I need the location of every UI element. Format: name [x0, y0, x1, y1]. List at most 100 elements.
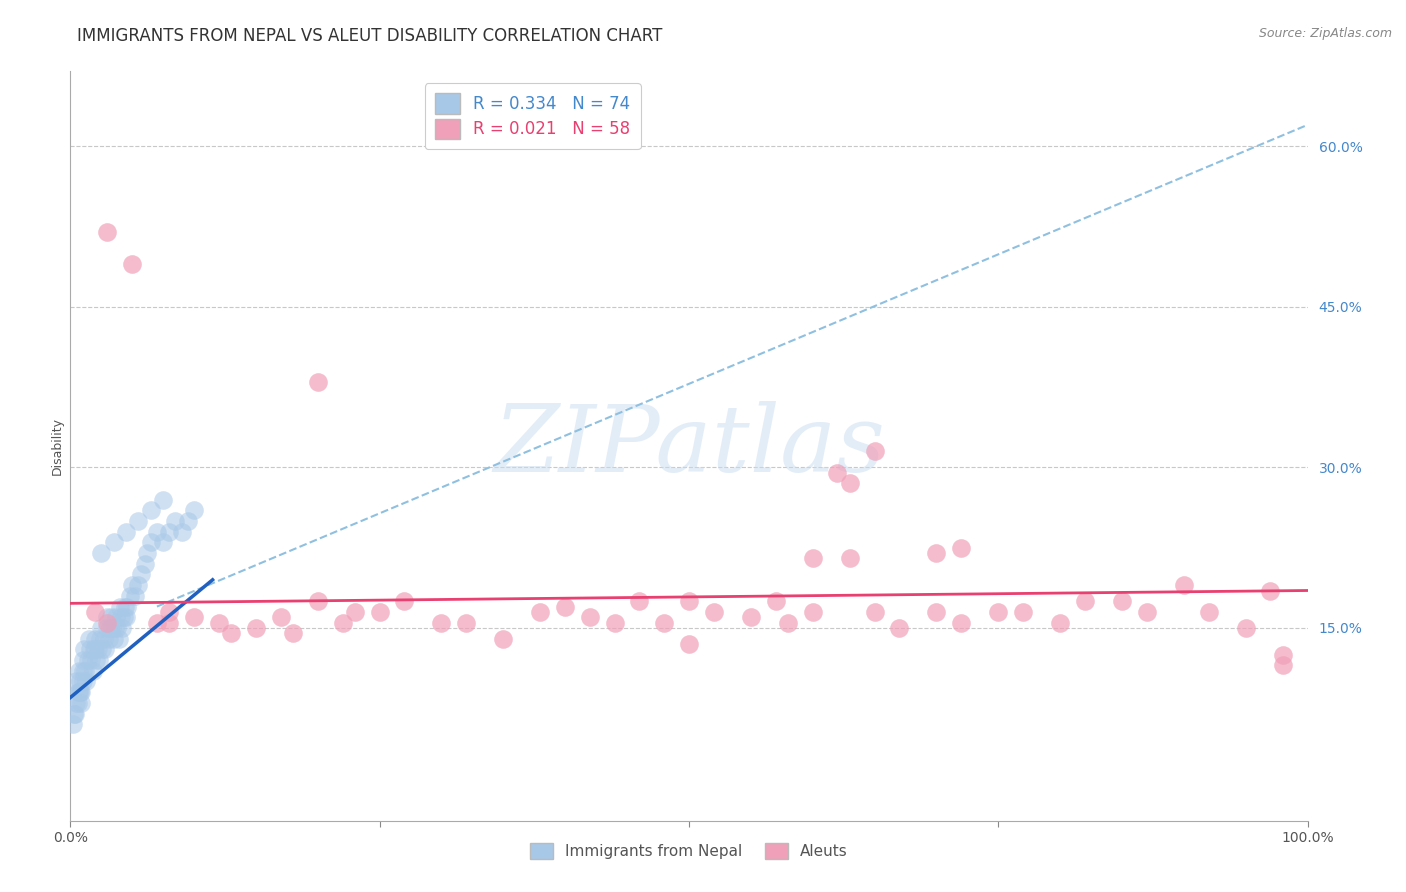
Point [950, 615, 973, 630]
Point [72, 674, 94, 689]
Point [124, 589, 146, 603]
Point [1012, 605, 1035, 619]
Point [62, 717, 84, 731]
Point [107, 632, 129, 646]
Point [70, 685, 93, 699]
Point [740, 610, 762, 624]
Point [1234, 621, 1257, 635]
Point [100, 610, 122, 624]
Point [134, 557, 156, 571]
Point [69, 674, 91, 689]
Point [1173, 578, 1195, 592]
Point [838, 476, 860, 491]
Y-axis label: Disability: Disability [51, 417, 63, 475]
Point [105, 610, 128, 624]
Point [152, 492, 174, 507]
Point [136, 546, 159, 560]
Point [65, 696, 87, 710]
Point [87, 653, 110, 667]
Text: ZIPatlas: ZIPatlas [494, 401, 884, 491]
Point [79, 642, 101, 657]
Point [139, 535, 162, 549]
Point [678, 637, 700, 651]
Point [183, 610, 205, 624]
Point [146, 615, 169, 630]
Point [84, 642, 107, 657]
Point [67, 685, 90, 699]
Point [170, 524, 193, 539]
Point [66, 696, 89, 710]
Point [70, 696, 93, 710]
Point [90, 621, 112, 635]
Point [1074, 594, 1097, 608]
Point [307, 375, 329, 389]
Point [105, 621, 128, 635]
Point [270, 610, 292, 624]
Point [1198, 605, 1220, 619]
Point [368, 605, 391, 619]
Point [603, 615, 626, 630]
Point [307, 594, 329, 608]
Point [245, 621, 267, 635]
Point [96, 621, 118, 635]
Point [157, 524, 180, 539]
Point [554, 599, 576, 614]
Point [127, 514, 149, 528]
Point [98, 621, 121, 635]
Point [96, 615, 118, 630]
Point [652, 615, 675, 630]
Point [110, 610, 132, 624]
Point [219, 626, 242, 640]
Point [456, 615, 478, 630]
Point [73, 642, 96, 657]
Point [1111, 594, 1133, 608]
Point [121, 257, 143, 271]
Point [84, 605, 107, 619]
Point [177, 514, 200, 528]
Point [394, 594, 416, 608]
Point [492, 632, 515, 646]
Point [863, 444, 886, 458]
Text: IMMIGRANTS FROM NEPAL VS ALEUT DISABILITY CORRELATION CHART: IMMIGRANTS FROM NEPAL VS ALEUT DISABILIT… [77, 27, 662, 45]
Point [101, 621, 124, 635]
Point [115, 524, 138, 539]
Point [678, 594, 700, 608]
Point [86, 642, 108, 657]
Point [103, 535, 125, 549]
Point [579, 610, 602, 624]
Point [76, 653, 98, 667]
Point [114, 599, 136, 614]
Point [63, 706, 86, 721]
Point [127, 578, 149, 592]
Point [776, 615, 799, 630]
Point [80, 653, 103, 667]
Point [863, 605, 886, 619]
Point [75, 674, 97, 689]
Point [89, 632, 111, 646]
Point [1271, 648, 1294, 662]
Point [90, 546, 112, 560]
Legend: Immigrants from Nepal, Aleuts: Immigrants from Nepal, Aleuts [523, 838, 855, 865]
Point [75, 664, 97, 678]
Point [208, 615, 231, 630]
Point [69, 685, 91, 699]
Point [430, 615, 453, 630]
Point [801, 551, 824, 566]
Point [72, 664, 94, 678]
Point [82, 664, 104, 678]
Point [129, 567, 152, 582]
Point [96, 610, 118, 624]
Point [1049, 615, 1071, 630]
Point [65, 706, 87, 721]
Point [343, 605, 366, 619]
Point [183, 503, 205, 517]
Point [112, 610, 135, 624]
Point [157, 615, 180, 630]
Point [115, 610, 138, 624]
Point [703, 605, 725, 619]
Point [121, 578, 143, 592]
Point [104, 621, 127, 635]
Point [84, 632, 107, 646]
Point [1271, 658, 1294, 673]
Point [84, 653, 107, 667]
